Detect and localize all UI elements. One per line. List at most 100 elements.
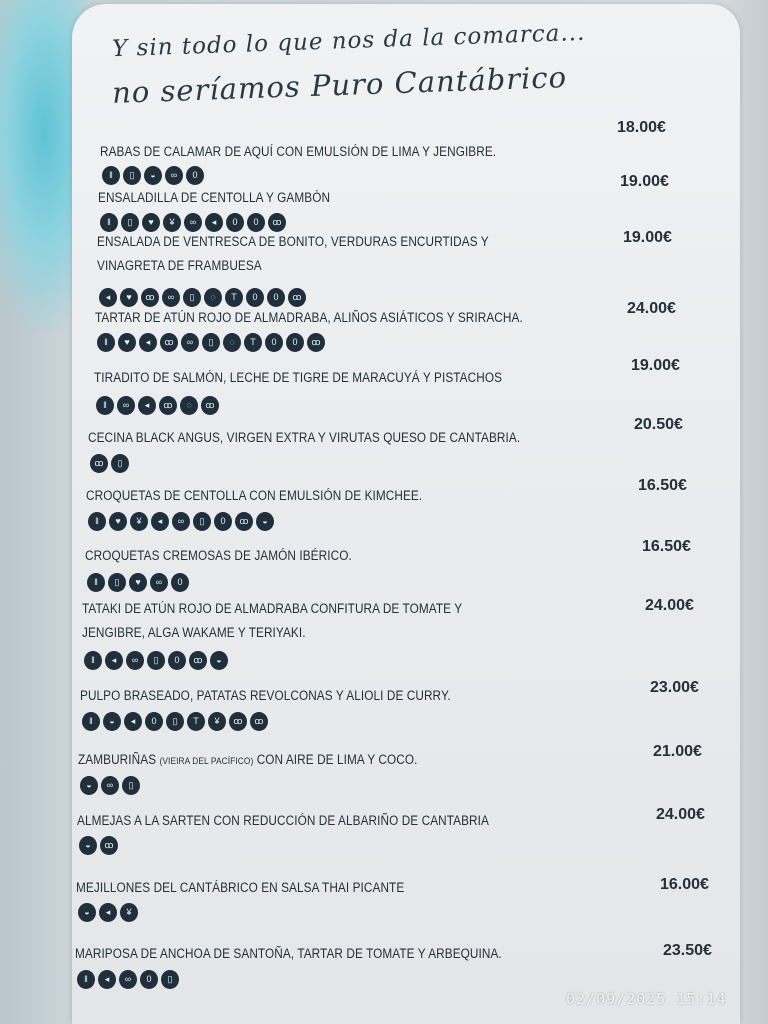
dish-name: CECINA BLACK ANGUS, VIRGEN EXTRA Y VIRUT… [88, 426, 520, 450]
dish-name-line2: VINAGRETA DE FRAMBUESA [97, 258, 262, 273]
egg-allergen-icon: 0 [226, 213, 244, 232]
allergen-icons: ‖ ◂ ∞ 0 ▯ [77, 970, 179, 989]
milk-allergen-icon: ▯ [193, 512, 211, 531]
egg-allergen-icon: 0 [247, 213, 265, 232]
mollusc-allergen-icon: ◒ [210, 651, 228, 670]
milk-allergen-icon: ▯ [166, 712, 184, 731]
milk-allergen-icon: ▯ [123, 166, 141, 185]
nuts-allergen-icon: ♥ [109, 512, 127, 531]
dish-name: ENSALADILLA DE CENTOLLA Y GAMBÓN [98, 186, 330, 210]
dish-price: 16.50€ [638, 477, 687, 494]
photo-timestamp: 02/09/2025 15:14 [566, 990, 727, 1008]
dish-name: ALMEJAS A LA SARTEN CON REDUCCIÓN DE ALB… [77, 809, 489, 833]
crustacean-allergen-icon: ¥ [120, 903, 138, 922]
dish-name: TIRADITO DE SALMÓN, LECHE DE TIGRE DE MA… [94, 366, 502, 390]
dish-price: 24.00€ [627, 300, 676, 317]
soy-allergen-icon: ∞ [162, 288, 180, 307]
allergen-icons: ‖ ▯ ♥ ¥ ∞ ◂ 0 0 ꝏ [100, 213, 286, 232]
dish-name-line2: JENGIBRE, ALGA WAKAME Y TERIYAKI. [82, 625, 306, 640]
egg-allergen-icon: 0 [267, 288, 285, 307]
dish-name: CROQUETAS CREMOSAS DE JAMÓN IBÉRICO. [85, 544, 352, 568]
mustard-allergen-icon: ꝏ [90, 454, 108, 473]
mustard-allergen-icon: ꝏ [268, 213, 286, 232]
dish-name: CROQUETAS DE CENTOLLA CON EMULSIÓN DE KI… [86, 484, 422, 508]
milk-allergen-icon: ▯ [202, 333, 220, 352]
crustacean-allergen-icon: ¥ [208, 712, 226, 731]
soy-allergen-icon: ∞ [172, 512, 190, 531]
allergen-icons: ◒ ꝏ [79, 836, 118, 855]
milk-allergen-icon: ▯ [161, 970, 179, 989]
egg-allergen-icon: 0 [246, 288, 264, 307]
dish-name: TARTAR DE ATÚN ROJO DE ALMADRABA, ALIÑOS… [95, 306, 523, 330]
fish-allergen-icon: ◂ [139, 333, 157, 352]
allergen-icons: ◂ ♥ ꝏ ∞ ▯ ◌ T 0 0 ꝏ [99, 288, 306, 307]
nuts-allergen-icon: ♥ [142, 213, 160, 232]
crustacean-allergen-icon: ¥ [130, 512, 148, 531]
fish-allergen-icon: ◂ [99, 288, 117, 307]
sesame-allergen-icon: ◌ [180, 396, 198, 415]
gluten-allergen-icon: ‖ [88, 512, 106, 531]
fish-allergen-icon: ◂ [98, 970, 116, 989]
dish-name-text: CROQUETAS CREMOSAS DE JAMÓN IBÉRICO. [85, 548, 352, 563]
mollusc-allergen-icon: ◒ [144, 166, 162, 185]
soy-allergen-icon: ∞ [184, 213, 202, 232]
egg-allergen-icon: 0 [168, 651, 186, 670]
dish-price: 18.00€ [617, 119, 666, 136]
fish-allergen-icon: ◂ [151, 512, 169, 531]
allergen-icons: ◒ ∞ ▯ [80, 776, 140, 795]
crustacean-allergen-icon: ¥ [163, 213, 181, 232]
gluten-allergen-icon: ‖ [84, 651, 102, 670]
mustard-allergen-icon: ꝏ [229, 712, 247, 731]
dish-name-text: RABAS DE CALAMAR DE AQUÍ CON EMULSIÓN DE… [100, 144, 497, 159]
allergen-icons: ‖ ♥ ◂ ꝏ ∞ ▯ ◌ T 0 0 ꝏ [97, 333, 325, 352]
dish-price: 24.00€ [645, 597, 694, 614]
dish-name: PULPO BRASEADO, PATATAS REVOLCONAS Y ALI… [80, 684, 451, 708]
gluten-allergen-icon: ‖ [97, 333, 115, 352]
fish-allergen-icon: ◂ [138, 396, 156, 415]
dish-price: 19.00€ [623, 229, 672, 246]
soy-allergen-icon: ∞ [119, 970, 137, 989]
mustard-allergen-icon: ꝏ [189, 651, 207, 670]
soy-allergen-icon: ∞ [150, 573, 168, 592]
mollusc-allergen-icon: ◒ [103, 712, 121, 731]
dish-price: 19.00€ [631, 357, 680, 374]
dish-name: ENSALADA DE VENTRESCA DE BONITO, VERDURA… [97, 230, 489, 278]
dish-name-text: MEJILLONES DEL CANTÁBRICO EN SALSA THAI … [76, 880, 405, 895]
mollusc-allergen-icon: ◒ [256, 512, 274, 531]
soy-allergen-icon: ∞ [101, 776, 119, 795]
egg-allergen-icon: 0 [186, 166, 204, 185]
dish-price: 23.50€ [663, 942, 712, 959]
dish-name-text: CROQUETAS DE CENTOLLA CON EMULSIÓN DE KI… [86, 488, 423, 503]
dish-price: 19.00€ [620, 173, 669, 190]
peanut-allergen-icon: ꝏ [141, 288, 159, 307]
allergen-icons: ‖ ◒ ◂ 0 ▯ T ¥ ꝏ ꝏ [82, 712, 268, 731]
gluten-allergen-icon: ‖ [102, 166, 120, 185]
mustard-allergen-icon: ꝏ [201, 396, 219, 415]
milk-allergen-icon: ▯ [121, 213, 139, 232]
dish-name-text: ALMEJAS A LA SARTEN CON REDUCCIÓN DE ALB… [77, 813, 489, 828]
nuts-allergen-icon: ♥ [129, 573, 147, 592]
mollusc-allergen-icon: ◒ [79, 836, 97, 855]
allergen-icons: ‖ ∞ ◂ ꝏ ◌ ꝏ [96, 396, 219, 415]
dish-note: (VIEIRA DEL PACÍFICO) [159, 756, 254, 767]
peanut-allergen-icon: ꝏ [159, 396, 177, 415]
dish-name-text: ENSALADA DE VENTRESCA DE BONITO, VERDURA… [97, 234, 489, 249]
egg-allergen-icon: 0 [145, 712, 163, 731]
egg-allergen-icon: 0 [171, 573, 189, 592]
milk-allergen-icon: ▯ [183, 288, 201, 307]
dish-name-text: CECINA BLACK ANGUS, VIRGEN EXTRA Y VIRUT… [88, 430, 521, 445]
allergen-icons: ‖ ▯ ♥ ∞ 0 [87, 573, 189, 592]
celery-allergen-icon: T [244, 333, 262, 352]
mollusc-allergen-icon: ◒ [80, 776, 98, 795]
mustard-allergen-icon: ꝏ [307, 333, 325, 352]
dish-price: 21.00€ [653, 743, 702, 760]
peanut-allergen-icon: ꝏ [160, 333, 178, 352]
gluten-allergen-icon: ‖ [100, 213, 118, 232]
dish-name-text: TARTAR DE ATÚN ROJO DE ALMADRABA, ALIÑOS… [95, 310, 523, 325]
dish-price: 16.00€ [660, 876, 709, 893]
dish-name-text: ENSALADILLA DE CENTOLLA Y GAMBÓN [98, 190, 331, 205]
dish-name-rest: CON AIRE DE LIMA Y COCO. [253, 752, 418, 767]
dish-name: TATAKI DE ATÚN ROJO DE ALMADRABA CONFITU… [82, 597, 462, 645]
fish-allergen-icon: ◂ [205, 213, 223, 232]
dish-price: 24.00€ [656, 806, 705, 823]
